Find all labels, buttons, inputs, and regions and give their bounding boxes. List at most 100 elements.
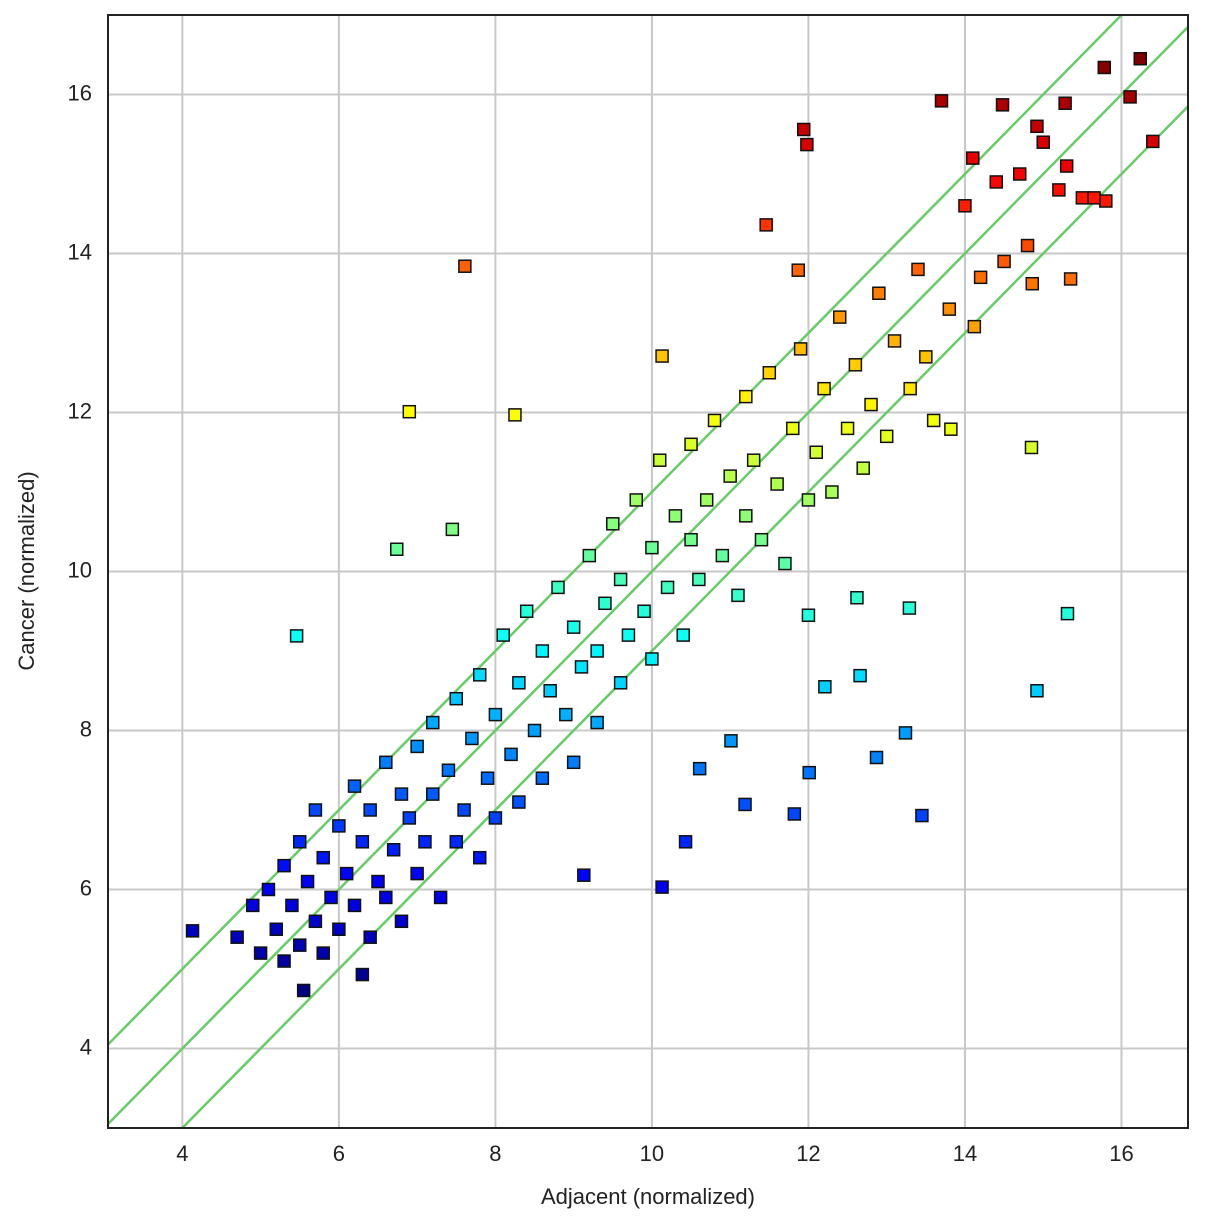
point bbox=[426, 787, 440, 801]
point bbox=[872, 286, 886, 300]
point bbox=[1052, 183, 1066, 197]
point bbox=[285, 898, 299, 913]
point bbox=[590, 644, 604, 658]
point bbox=[942, 302, 957, 316]
tick-labels: 4 6 8 10 12 14 16 4 6 8 10 12 14 16 bbox=[68, 80, 1134, 1166]
point bbox=[621, 628, 636, 642]
point bbox=[989, 175, 1004, 189]
point bbox=[864, 397, 878, 412]
x-tick-label: 14 bbox=[953, 1141, 977, 1166]
point bbox=[817, 381, 831, 396]
point bbox=[465, 731, 479, 746]
point bbox=[519, 604, 534, 618]
y-tick-label: 10 bbox=[68, 557, 92, 582]
x-tick-label: 16 bbox=[1109, 1141, 1133, 1166]
point bbox=[762, 366, 777, 380]
point bbox=[457, 803, 471, 817]
point bbox=[692, 761, 707, 776]
point bbox=[723, 469, 737, 483]
point bbox=[449, 691, 464, 706]
point bbox=[363, 930, 377, 944]
y-tick-label: 16 bbox=[68, 80, 92, 105]
reference-line bbox=[108, 26, 1188, 1125]
point bbox=[292, 835, 307, 849]
point bbox=[269, 922, 284, 936]
point bbox=[185, 924, 200, 938]
point bbox=[809, 445, 824, 459]
point bbox=[308, 803, 323, 817]
point bbox=[339, 866, 354, 881]
point bbox=[770, 477, 784, 491]
point bbox=[379, 755, 393, 770]
point bbox=[1030, 119, 1044, 134]
point bbox=[919, 350, 933, 364]
point bbox=[394, 914, 409, 929]
point bbox=[796, 122, 811, 137]
point bbox=[496, 628, 510, 642]
point bbox=[856, 461, 870, 475]
x-tick-label: 6 bbox=[333, 1141, 345, 1166]
point bbox=[1146, 134, 1160, 149]
point bbox=[598, 596, 612, 611]
point bbox=[488, 811, 503, 825]
point bbox=[332, 819, 346, 833]
point bbox=[394, 787, 409, 801]
point bbox=[678, 835, 693, 849]
point bbox=[655, 349, 669, 363]
point bbox=[332, 922, 346, 936]
point bbox=[944, 422, 958, 436]
point bbox=[574, 660, 589, 674]
point bbox=[887, 334, 902, 348]
point bbox=[508, 408, 522, 422]
point bbox=[316, 946, 330, 960]
point bbox=[903, 381, 917, 396]
point bbox=[879, 429, 894, 444]
point bbox=[363, 803, 377, 817]
point bbox=[699, 493, 714, 507]
point bbox=[818, 680, 832, 694]
point bbox=[535, 771, 550, 785]
x-tick-label: 4 bbox=[176, 1141, 188, 1166]
point bbox=[739, 509, 753, 523]
x-tick-label: 10 bbox=[640, 1141, 664, 1166]
point bbox=[684, 437, 698, 452]
point bbox=[551, 580, 565, 595]
point bbox=[786, 421, 800, 436]
point bbox=[850, 590, 864, 605]
point bbox=[316, 850, 330, 865]
point bbox=[289, 629, 304, 643]
point bbox=[292, 938, 307, 952]
point bbox=[754, 532, 769, 547]
point bbox=[637, 604, 651, 618]
point bbox=[787, 807, 802, 821]
point bbox=[707, 413, 722, 428]
point bbox=[802, 765, 816, 780]
point bbox=[655, 880, 669, 894]
point bbox=[1075, 191, 1090, 205]
point bbox=[1133, 51, 1148, 66]
point bbox=[582, 548, 597, 563]
y-tick-label: 12 bbox=[68, 398, 92, 423]
point bbox=[606, 517, 620, 531]
point bbox=[676, 628, 690, 642]
point bbox=[371, 874, 385, 889]
point bbox=[504, 747, 518, 762]
point bbox=[613, 676, 628, 690]
point bbox=[801, 608, 816, 622]
y-tick-label: 8 bbox=[80, 716, 92, 741]
point bbox=[739, 389, 753, 404]
point bbox=[915, 808, 929, 823]
point bbox=[791, 263, 806, 277]
point bbox=[535, 644, 550, 658]
point bbox=[1059, 159, 1074, 173]
point bbox=[692, 572, 706, 587]
point bbox=[997, 254, 1011, 269]
point bbox=[840, 421, 855, 436]
point bbox=[543, 684, 557, 698]
point bbox=[645, 540, 659, 555]
point bbox=[902, 601, 917, 615]
point bbox=[1036, 135, 1050, 149]
point bbox=[296, 983, 311, 998]
point bbox=[512, 676, 526, 690]
point bbox=[853, 668, 867, 683]
